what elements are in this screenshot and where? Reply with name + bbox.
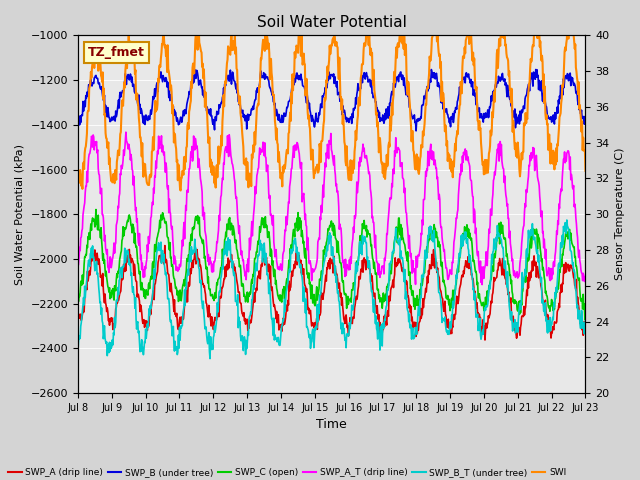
Y-axis label: Soil Water Potential (kPa): Soil Water Potential (kPa) — [15, 144, 25, 285]
Y-axis label: Sensor Temperature (C): Sensor Temperature (C) — [615, 148, 625, 280]
Legend: SWP_A (drip line), SWP_B (under tree), SWP_C (open), SWP_A_T (drip line), SWP_B_: SWP_A (drip line), SWP_B (under tree), S… — [4, 464, 570, 480]
Title: Soil Water Potential: Soil Water Potential — [257, 15, 406, 30]
Text: TZ_fmet: TZ_fmet — [88, 46, 145, 59]
X-axis label: Time: Time — [316, 419, 347, 432]
